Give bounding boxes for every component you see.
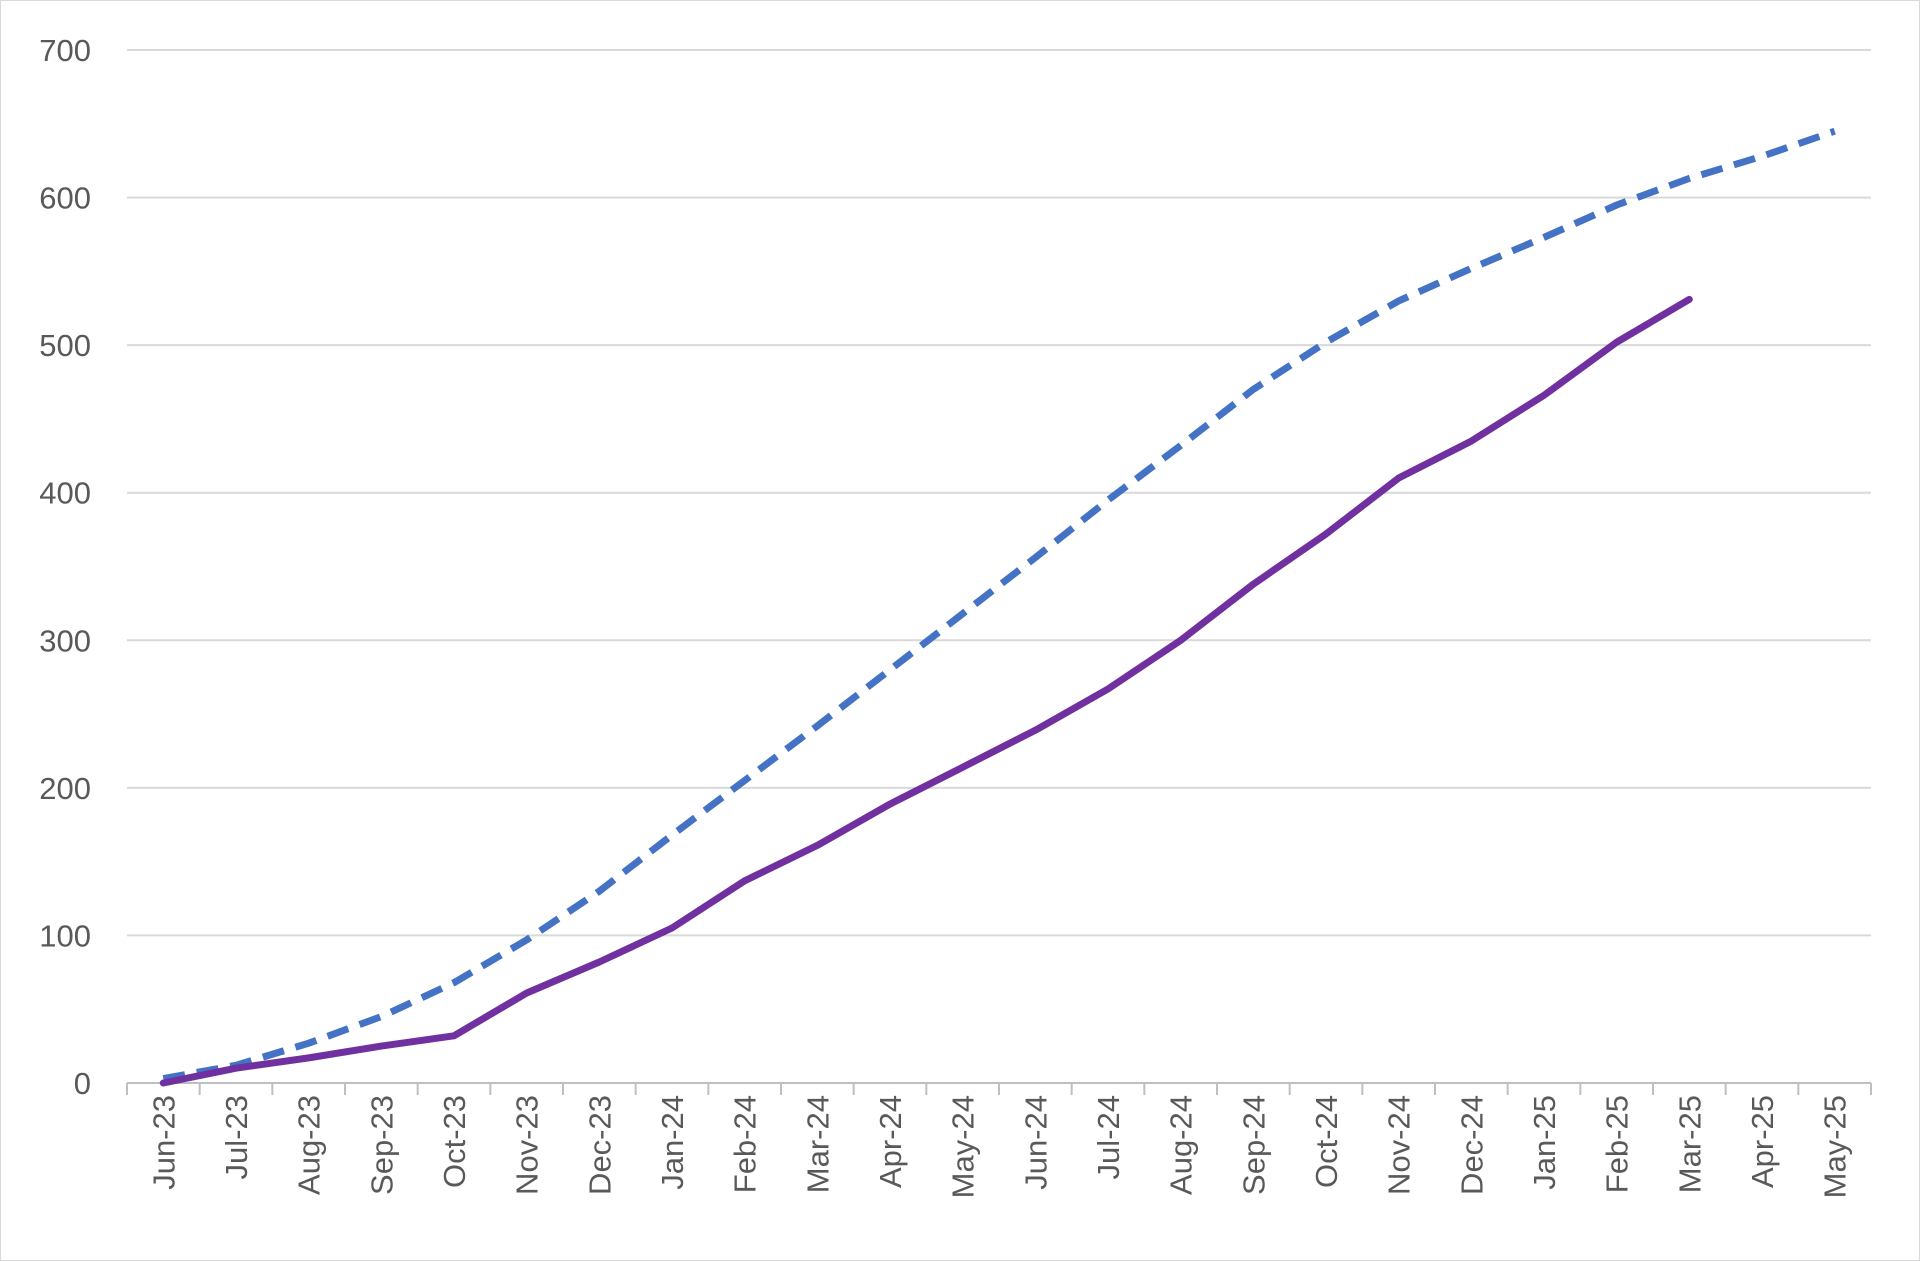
y-tick-label: 300	[39, 623, 91, 658]
x-tick-label: Jan-24	[655, 1095, 690, 1190]
x-tick-label: Dec-24	[1454, 1095, 1489, 1195]
x-tick-label: Mar-24	[800, 1095, 835, 1193]
x-tick-label: Jun-23	[146, 1095, 181, 1190]
y-axis-tick-labels: 0 100 200 300 400 500 600 700	[39, 33, 91, 1101]
x-axis	[126, 1082, 1872, 1095]
dashed-series-line	[162, 127, 1836, 1083]
gridlines	[127, 49, 1871, 937]
x-tick-label: Sep-24	[1236, 1095, 1271, 1195]
x-tick-label: Mar-25	[1672, 1095, 1707, 1193]
y-tick-label: 200	[39, 771, 91, 806]
x-tick-label: Jul-23	[219, 1095, 254, 1179]
solid-series-line	[159, 295, 1693, 1087]
x-tick-label: Apr-25	[1745, 1095, 1780, 1188]
x-axis-tick-labels: Jun-23 Jul-23 Aug-23 Sep-23 Oct-23 Nov-23 Dec-…	[146, 1095, 1852, 1198]
x-tick-label: Aug-24	[1164, 1095, 1199, 1195]
x-tick-label: Jun-24	[1018, 1095, 1053, 1190]
x-tick-label: Jan-25	[1527, 1095, 1562, 1190]
x-tick-label: Sep-23	[364, 1095, 399, 1195]
y-tick-label: 0	[74, 1066, 91, 1101]
x-tick-label: Oct-23	[437, 1095, 472, 1188]
x-tick-label: Nov-24	[1382, 1095, 1417, 1195]
y-tick-label: 500	[39, 328, 91, 363]
y-tick-label: 100	[39, 918, 91, 953]
x-tick-label: Feb-25	[1600, 1095, 1635, 1193]
series-layer	[159, 127, 1836, 1087]
y-tick-label: 600	[39, 181, 91, 216]
x-tick-label: May-24	[946, 1095, 981, 1198]
x-tick-label: Aug-23	[292, 1095, 327, 1195]
x-tick-label: Jul-24	[1091, 1095, 1126, 1179]
x-tick-label: Nov-23	[510, 1095, 545, 1195]
y-tick-label: 400	[39, 476, 91, 511]
y-tick-label: 700	[39, 33, 91, 68]
x-tick-label: Feb-24	[728, 1095, 763, 1193]
x-tick-label: May-25	[1818, 1095, 1853, 1198]
x-tick-label: Dec-23	[582, 1095, 617, 1195]
x-tick-label: Apr-24	[873, 1095, 908, 1188]
x-tick-label: Oct-24	[1309, 1095, 1344, 1188]
